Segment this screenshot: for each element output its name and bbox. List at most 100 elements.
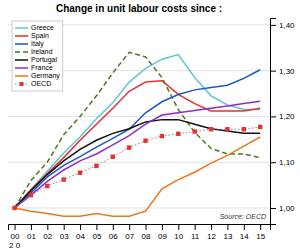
x-tick-mark <box>80 224 81 230</box>
y-tick-label: 1,00 <box>279 204 295 213</box>
y-tick: 1,00 <box>270 204 295 213</box>
x-tick-mark <box>244 224 245 230</box>
x-tick-mark <box>178 224 179 230</box>
series-marker <box>12 206 16 210</box>
y-tick-label: 1,40 <box>279 21 295 30</box>
x-tick-label: 01 <box>27 232 36 241</box>
x-tick-label: 05 <box>92 232 101 241</box>
x-tick: 15 <box>256 224 265 241</box>
legend-swatch <box>15 51 28 53</box>
y-tick: 1,20 <box>270 112 295 121</box>
x-tick-label: 08 <box>142 232 151 241</box>
legend-item: Portugal <box>15 56 58 64</box>
legend-label: France <box>31 64 53 71</box>
series-marker <box>143 138 147 142</box>
x-tick: 01 <box>27 224 36 241</box>
grid-line <box>8 207 270 208</box>
x-tick-mark <box>146 224 147 230</box>
x-tick: 02 <box>43 224 52 241</box>
series-marker <box>94 164 98 168</box>
x-tick: 03 <box>60 224 69 241</box>
legend-label: Italy <box>31 40 44 48</box>
x-tick-mark <box>15 224 16 230</box>
x-tick: 07 <box>125 224 134 241</box>
legend-label: Ireland <box>31 48 53 55</box>
x-tick-mark <box>31 224 32 230</box>
x-tick: 05 <box>92 224 101 241</box>
chart: 00 01 02 03 04 05 06 07 08 09 10 11 12 13 14 15 1,00 1,10… <box>0 0 300 252</box>
x-tick-mark <box>96 224 97 230</box>
y-tick-mark <box>270 208 276 209</box>
x-tick-label: 02 <box>43 232 52 241</box>
x-tick-label: 14 <box>240 232 249 241</box>
series-marker <box>111 155 115 159</box>
series-marker <box>78 171 82 175</box>
x-tick: 10 <box>174 224 183 241</box>
x-tick-label: 12 <box>207 232 216 241</box>
x-tick-label: 04 <box>76 232 85 241</box>
x-tick-label: 13 <box>223 232 232 241</box>
x-tick: 13 <box>223 224 232 241</box>
y-tick: 1,40 <box>270 21 295 30</box>
x-tick-mark <box>260 224 261 230</box>
series-marker <box>209 127 213 131</box>
x-tick-mark <box>227 224 228 230</box>
x-tick: 09 <box>158 224 167 241</box>
legend-item: Italy <box>15 40 44 48</box>
legend-label: Greece <box>31 24 54 31</box>
legend-swatch <box>15 27 28 29</box>
x-tick-label: 03 <box>60 232 69 241</box>
x-tick: 12 <box>207 224 216 241</box>
y-tick-label: 1,30 <box>279 67 295 76</box>
x-tick-label: 07 <box>125 232 134 241</box>
series-line <box>15 137 261 216</box>
series-line <box>15 55 261 208</box>
legend-label: Spain <box>31 32 49 40</box>
series-marker <box>45 184 49 188</box>
y-axis-line <box>271 19 277 225</box>
x-tick-mark <box>47 224 48 230</box>
legend-item: Greece <box>15 24 54 31</box>
x-tick: 00 <box>11 224 20 241</box>
y-axis: 1,00 1,10 1,20 1,30 1,40 <box>270 19 295 225</box>
legend-item: Germany <box>15 72 60 80</box>
series-marker <box>29 193 33 197</box>
y-tick-mark <box>270 162 276 163</box>
series-marker <box>225 127 229 131</box>
y-tick-mark <box>270 71 276 72</box>
x-tick-mark <box>211 224 212 230</box>
series-marker <box>61 177 65 181</box>
x-tick-mark <box>129 224 130 230</box>
title: Change in unit labour costs since : <box>56 3 222 14</box>
x-tick-mark <box>64 224 65 230</box>
plot: 00 01 02 03 04 05 06 07 08 09 10 11 12 13 14 15 1,00 1,10… <box>8 19 295 251</box>
legend-swatch <box>15 35 28 37</box>
legend-swatch <box>15 67 28 69</box>
x-tick-label: 15 <box>256 232 265 241</box>
legend-item: OECD <box>15 80 51 87</box>
legend-label: OECD <box>31 80 51 87</box>
x-tick: 11 <box>191 224 200 241</box>
x-tick-label: 06 <box>109 232 118 241</box>
year-prefix-note: 2 0 <box>9 241 21 250</box>
x-tick-mark <box>162 224 163 230</box>
y-tick: 1,30 <box>270 67 295 76</box>
x-tick-mark <box>113 224 114 230</box>
source-note: Source: OECD <box>220 213 266 220</box>
y-tick-label: 1,10 <box>279 158 295 167</box>
series-group <box>12 52 262 216</box>
x-tick-mark <box>195 224 196 230</box>
x-tick: 04 <box>76 224 85 241</box>
series-line <box>15 120 261 208</box>
grid-line <box>8 116 270 117</box>
series-marker <box>176 132 180 136</box>
series-line <box>15 81 261 208</box>
legend-marker <box>20 82 24 86</box>
grid <box>8 25 270 208</box>
x-tick: 14 <box>240 224 249 241</box>
series-marker <box>127 145 131 149</box>
x-axis: 00 01 02 03 04 05 06 07 08 09 10 11 12 13 14 15 <box>9 224 271 241</box>
legend-box <box>12 21 63 91</box>
y-tick-mark <box>270 116 276 117</box>
series-marker <box>192 129 196 133</box>
